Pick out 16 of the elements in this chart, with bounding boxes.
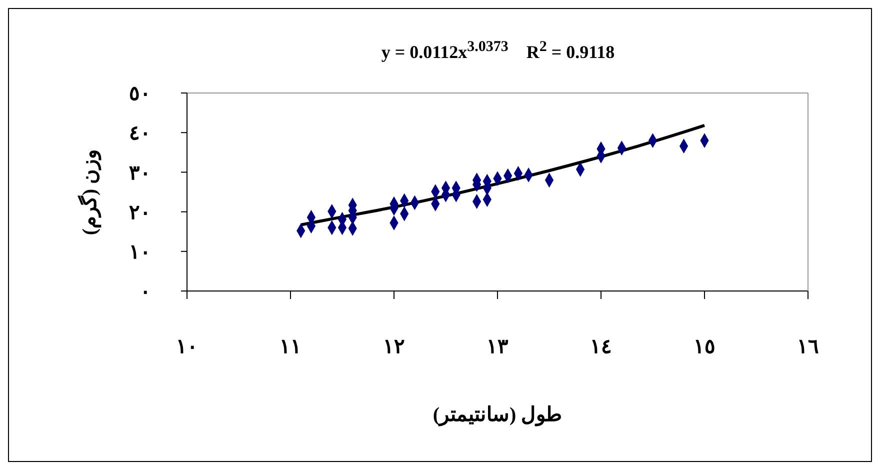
x-tick-label: ١٤ <box>590 336 612 358</box>
y-tick-label: ١٠ <box>129 242 151 264</box>
x-tick-label: ١٦ <box>797 336 819 358</box>
x-tick-label: ١٥ <box>694 336 716 358</box>
y-tick-label: ٤٠ <box>129 122 151 145</box>
y-tick-label: ٥٠ <box>129 83 151 106</box>
y-tick-label: ٢٠ <box>129 202 151 224</box>
x-tick-label: ١١ <box>280 336 302 358</box>
chart-title: y = 0.0112x$^{3.0373}$ R$^{2}$ = 0.9118 <box>381 39 615 62</box>
y-axis-title: وزن (گرم) <box>77 148 102 236</box>
x-axis-title: طول (سانتيمتر) <box>432 404 562 427</box>
x-tick-label: ١٣ <box>486 336 508 358</box>
y-tick-label: ٣٠ <box>129 162 151 184</box>
x-tick-label: ١٢ <box>383 336 405 358</box>
y-tick-label: ٠ <box>140 281 151 304</box>
x-tick-label: ١٠ <box>176 336 198 358</box>
